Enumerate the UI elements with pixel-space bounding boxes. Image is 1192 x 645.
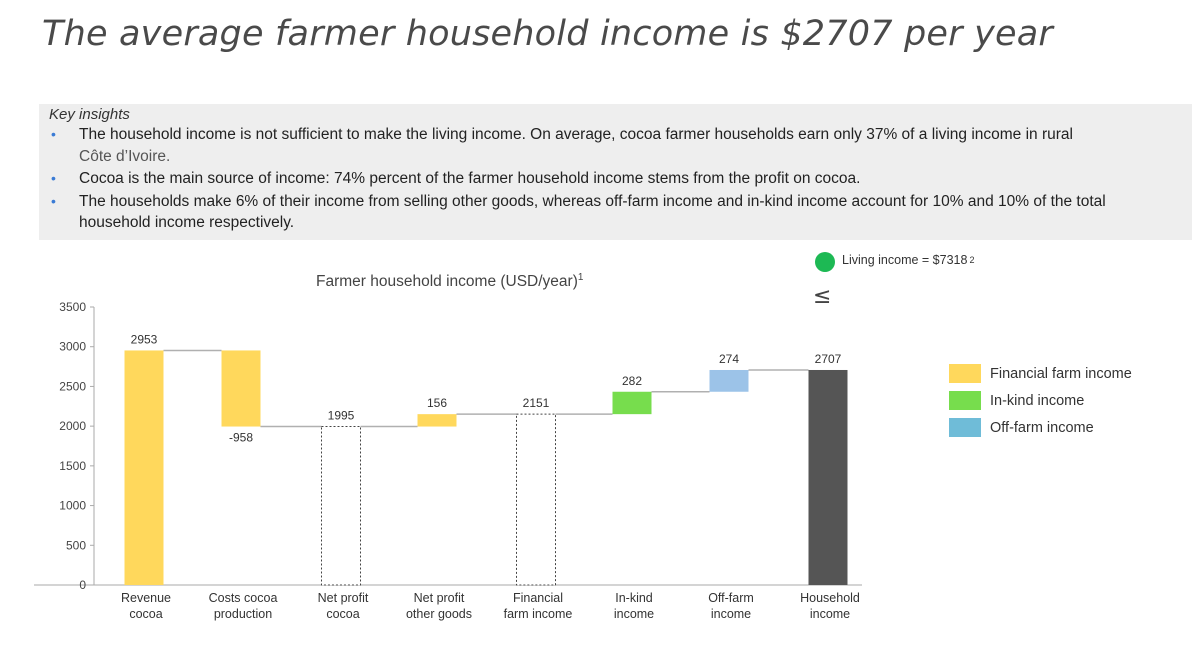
y-tick-label: 2000 <box>59 419 86 433</box>
x-category-label: Net profit <box>414 591 465 605</box>
y-tick-label: 3500 <box>59 300 86 314</box>
bullet-icon: • <box>51 126 56 142</box>
bullet-icon: • <box>51 192 56 209</box>
insight-item: • Cocoa is the main source of income: 74… <box>49 168 1192 190</box>
insight-text: The households make 6% of their income f… <box>79 192 1106 232</box>
x-category-label: Revenue <box>121 591 171 605</box>
insight-text: The household income is not sufficient t… <box>79 126 1073 143</box>
waterfall-chart: 0 500 1000 1500 2000 2500 3000 3500 2953 -958 1995… <box>34 300 862 621</box>
x-category-label: Costs cocoa <box>209 591 278 605</box>
data-label: 2151 <box>523 396 550 410</box>
legend-label: Financial farm income <box>990 365 1132 382</box>
page-title: The average farmer household income is $… <box>42 14 1053 54</box>
data-label: 1995 <box>328 409 355 423</box>
bar <box>612 391 652 415</box>
chart-title-text: Farmer household income (USD/year) <box>316 273 578 291</box>
less-or-equal-symbol: ≤ <box>813 284 832 309</box>
bar <box>709 369 749 392</box>
y-tick-label: 3000 <box>59 340 86 354</box>
y-tick-label: 500 <box>66 538 86 552</box>
x-category-label: Household <box>800 591 860 605</box>
x-category-label: other goods <box>406 607 472 621</box>
chart-legend: Financial farm income In-kind income Off… <box>949 360 1132 441</box>
legend-label: Off-farm income <box>990 419 1094 436</box>
insights-list: • The household income is not sufficient… <box>49 124 1192 234</box>
y-tick-label: 1500 <box>59 459 86 473</box>
x-category-label: income <box>614 607 654 621</box>
legend-item: Financial farm income <box>949 360 1132 387</box>
living-income-footnote: 2 <box>969 255 975 265</box>
data-label: 282 <box>622 374 642 388</box>
x-category-label: Net profit <box>318 591 369 605</box>
x-category-label: farm income <box>504 607 573 621</box>
x-category-label: income <box>711 607 751 621</box>
bullet-icon: • <box>51 170 56 186</box>
legend-swatch-offfarm <box>949 418 981 437</box>
data-label: 2707 <box>815 352 842 366</box>
legend-swatch-financial <box>949 364 981 383</box>
insight-item: • The household income is not sufficient… <box>49 124 1192 167</box>
green-dot-icon <box>815 252 835 272</box>
bar <box>516 413 556 586</box>
data-label: 274 <box>719 352 739 366</box>
legend-label: In-kind income <box>990 392 1085 409</box>
living-income-label: Living income = $7318 <box>842 253 968 267</box>
y-tick-label: 2500 <box>59 379 86 393</box>
data-label: 156 <box>427 396 447 410</box>
y-tick-label: 1000 <box>59 499 86 513</box>
legend-item: Off-farm income <box>949 414 1132 441</box>
insight-text-continued: Côte d’Ivoire. <box>79 147 171 165</box>
y-tick-label: 0 <box>79 578 86 592</box>
bar <box>221 350 261 427</box>
bar <box>808 369 848 585</box>
insight-item: • The households make 6% of their income… <box>49 191 1192 234</box>
legend-item: In-kind income <box>949 387 1132 414</box>
x-category-label: cocoa <box>129 607 162 621</box>
bar <box>321 426 361 586</box>
x-category-label: production <box>214 607 272 621</box>
x-category-label: Off-farm <box>708 591 754 605</box>
x-category-label: Financial <box>513 591 563 605</box>
bar <box>417 414 457 427</box>
x-category-label: In-kind <box>615 591 653 605</box>
x-category-label: cocoa <box>326 607 359 621</box>
chart-title: Farmer household income (USD/year)1 <box>316 272 583 291</box>
bar <box>124 350 164 585</box>
legend-swatch-inkind <box>949 391 981 410</box>
x-category-label: income <box>810 607 850 621</box>
key-insights-box: Key insights • The household income is n… <box>39 104 1192 240</box>
chart-title-footnote: 1 <box>577 272 584 283</box>
data-label: -958 <box>229 431 253 445</box>
living-income-annotation: Living income = $7318 2 <box>815 248 974 272</box>
data-label: 2953 <box>131 332 158 346</box>
insight-text: Cocoa is the main source of income: 74% … <box>79 170 861 187</box>
key-insights-heading: Key insights <box>49 106 130 123</box>
